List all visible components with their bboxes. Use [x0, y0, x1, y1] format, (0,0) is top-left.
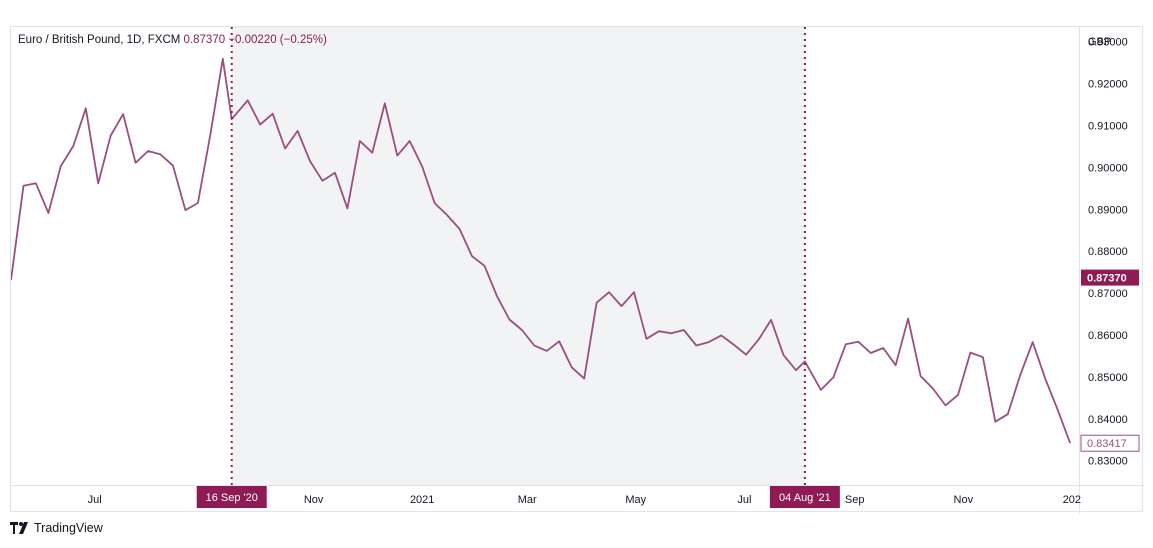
tradingview-logo[interactable]: TradingView [10, 521, 103, 535]
time-tick-label: Nov [954, 494, 974, 506]
chart-frame: GBP 0.93000 0.92000 0.91000 0.90000 0.89000 0.… [10, 26, 1144, 513]
price-tick-label: 0.92000 [1088, 79, 1128, 91]
price-tick-label: 0.91000 [1088, 120, 1128, 132]
price-tick-label: 0.86000 [1088, 330, 1128, 342]
time-tick-label: Jul [737, 494, 751, 506]
legend-symbol: Euro / British Pound, 1D, FXCM [18, 34, 181, 46]
time-tick-label: Jul [88, 494, 102, 506]
price-tick-label: 0.85000 [1088, 372, 1128, 384]
price-tick-label: 0.89000 [1088, 204, 1128, 216]
time-tick-label: 202 [1063, 494, 1081, 506]
price-tick-label: 0.88000 [1088, 246, 1128, 258]
last-price-label: 0.87370 [1087, 273, 1127, 285]
price-tick-label: 0.84000 [1088, 414, 1128, 426]
legend-last-price: 0.87370 [183, 34, 226, 46]
last-price-badge [1081, 269, 1139, 286]
price-tick-label: 0.87000 [1088, 288, 1128, 300]
date-marker-badge [196, 486, 267, 508]
time-tick-label: Sep [845, 494, 865, 506]
price-tick-label: 0.83000 [1088, 456, 1128, 468]
price-axis-unit: GBP [1088, 36, 1111, 48]
time-tick-label: 2021 [410, 494, 434, 506]
highlight-range [231, 27, 805, 485]
time-tick-label: Mar [518, 494, 537, 506]
price-series-line [11, 57, 1071, 444]
date-marker-label: 04 Aug '21 [779, 492, 831, 504]
date-marker-badge [769, 486, 840, 508]
tradingview-logo-icon [10, 522, 28, 534]
date-marker-label: 16 Sep '20 [206, 492, 258, 504]
price-tick-label: 0.93000 [1088, 37, 1128, 49]
price-tick-label: 0.90000 [1088, 162, 1128, 174]
tradingview-brand: TradingView [34, 521, 103, 535]
time-tick-label: May [625, 494, 646, 506]
time-tick-label: Nov [304, 494, 324, 506]
current-price-badge [1080, 434, 1140, 452]
current-price-label: 0.83417 [1087, 438, 1127, 450]
legend-change: −0.00220 (−0.25%) [228, 34, 327, 46]
chart-legend: Euro / British Pound, 1D, FXCM 0.87370 −… [18, 34, 327, 46]
